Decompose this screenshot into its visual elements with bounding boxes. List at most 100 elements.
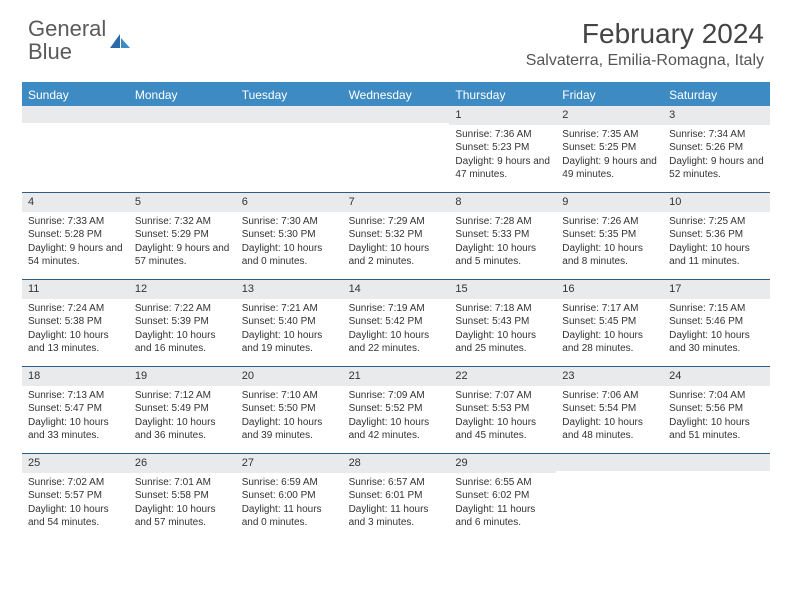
dow-thursday: Thursday: [449, 84, 556, 106]
day-cell: 12Sunrise: 7:22 AMSunset: 5:39 PMDayligh…: [129, 280, 236, 366]
daylight-line: Daylight: 9 hours and 49 minutes.: [562, 155, 657, 182]
daylight-line: Daylight: 10 hours and 8 minutes.: [562, 242, 657, 269]
sunrise-line: Sunrise: 7:33 AM: [28, 215, 123, 229]
day-cell: 6Sunrise: 7:30 AMSunset: 5:30 PMDaylight…: [236, 193, 343, 279]
day-cell: 27Sunrise: 6:59 AMSunset: 6:00 PMDayligh…: [236, 454, 343, 540]
sunset-line: Sunset: 6:01 PM: [349, 489, 444, 503]
sunrise-line: Sunrise: 7:09 AM: [349, 389, 444, 403]
day-body: Sunrise: 7:33 AMSunset: 5:28 PMDaylight:…: [22, 212, 129, 273]
sunrise-line: Sunrise: 7:01 AM: [135, 476, 230, 490]
day-body: Sunrise: 7:25 AMSunset: 5:36 PMDaylight:…: [663, 212, 770, 273]
sunset-line: Sunset: 5:52 PM: [349, 402, 444, 416]
day-cell: 13Sunrise: 7:21 AMSunset: 5:40 PMDayligh…: [236, 280, 343, 366]
sunset-line: Sunset: 5:29 PM: [135, 228, 230, 242]
day-number: 18: [22, 367, 129, 386]
day-of-week-header: Sunday Monday Tuesday Wednesday Thursday…: [22, 84, 770, 106]
sunset-line: Sunset: 5:39 PM: [135, 315, 230, 329]
daylight-line: Daylight: 10 hours and 11 minutes.: [669, 242, 764, 269]
day-number: 27: [236, 454, 343, 473]
dow-sunday: Sunday: [22, 84, 129, 106]
brand-word1: General: [28, 16, 106, 41]
day-body: Sunrise: 7:35 AMSunset: 5:25 PMDaylight:…: [556, 125, 663, 186]
day-cell: 23Sunrise: 7:06 AMSunset: 5:54 PMDayligh…: [556, 367, 663, 453]
daylight-line: Daylight: 10 hours and 45 minutes.: [455, 416, 550, 443]
weeks-container: 1Sunrise: 7:36 AMSunset: 5:23 PMDaylight…: [22, 106, 770, 540]
day-number: [129, 106, 236, 123]
day-number: [236, 106, 343, 123]
day-body: Sunrise: 7:01 AMSunset: 5:58 PMDaylight:…: [129, 473, 236, 534]
day-body: Sunrise: 7:17 AMSunset: 5:45 PMDaylight:…: [556, 299, 663, 360]
day-body: [343, 123, 450, 183]
daylight-line: Daylight: 10 hours and 30 minutes.: [669, 329, 764, 356]
daylight-line: Daylight: 10 hours and 2 minutes.: [349, 242, 444, 269]
day-cell: 24Sunrise: 7:04 AMSunset: 5:56 PMDayligh…: [663, 367, 770, 453]
day-body: Sunrise: 7:29 AMSunset: 5:32 PMDaylight:…: [343, 212, 450, 273]
day-body: [129, 123, 236, 183]
daylight-line: Daylight: 10 hours and 51 minutes.: [669, 416, 764, 443]
day-cell: 22Sunrise: 7:07 AMSunset: 5:53 PMDayligh…: [449, 367, 556, 453]
sunset-line: Sunset: 5:40 PM: [242, 315, 337, 329]
day-number: 12: [129, 280, 236, 299]
day-number: 20: [236, 367, 343, 386]
sunset-line: Sunset: 5:36 PM: [669, 228, 764, 242]
day-cell: 18Sunrise: 7:13 AMSunset: 5:47 PMDayligh…: [22, 367, 129, 453]
sunrise-line: Sunrise: 7:25 AM: [669, 215, 764, 229]
day-cell: 10Sunrise: 7:25 AMSunset: 5:36 PMDayligh…: [663, 193, 770, 279]
day-number: 26: [129, 454, 236, 473]
day-cell: 15Sunrise: 7:18 AMSunset: 5:43 PMDayligh…: [449, 280, 556, 366]
sunset-line: Sunset: 5:45 PM: [562, 315, 657, 329]
day-cell: 16Sunrise: 7:17 AMSunset: 5:45 PMDayligh…: [556, 280, 663, 366]
day-cell: 4Sunrise: 7:33 AMSunset: 5:28 PMDaylight…: [22, 193, 129, 279]
day-body: Sunrise: 7:24 AMSunset: 5:38 PMDaylight:…: [22, 299, 129, 360]
day-number: 7: [343, 193, 450, 212]
daylight-line: Daylight: 11 hours and 6 minutes.: [455, 503, 550, 530]
daylight-line: Daylight: 10 hours and 25 minutes.: [455, 329, 550, 356]
day-body: Sunrise: 7:07 AMSunset: 5:53 PMDaylight:…: [449, 386, 556, 447]
day-body: Sunrise: 7:30 AMSunset: 5:30 PMDaylight:…: [236, 212, 343, 273]
sunrise-line: Sunrise: 7:07 AM: [455, 389, 550, 403]
brand-text: General Blue: [28, 18, 106, 64]
sunset-line: Sunset: 5:47 PM: [28, 402, 123, 416]
sunrise-line: Sunrise: 7:06 AM: [562, 389, 657, 403]
day-body: Sunrise: 6:57 AMSunset: 6:01 PMDaylight:…: [343, 473, 450, 534]
header: General Blue February 2024 Salvaterra, E…: [0, 0, 792, 74]
sunset-line: Sunset: 5:42 PM: [349, 315, 444, 329]
sunrise-line: Sunrise: 7:30 AM: [242, 215, 337, 229]
day-body: Sunrise: 7:12 AMSunset: 5:49 PMDaylight:…: [129, 386, 236, 447]
day-cell: 2Sunrise: 7:35 AMSunset: 5:25 PMDaylight…: [556, 106, 663, 192]
sunrise-line: Sunrise: 7:18 AM: [455, 302, 550, 316]
title-block: February 2024 Salvaterra, Emilia-Romagna…: [526, 18, 764, 70]
daylight-line: Daylight: 10 hours and 19 minutes.: [242, 329, 337, 356]
day-number: 5: [129, 193, 236, 212]
sunset-line: Sunset: 5:38 PM: [28, 315, 123, 329]
day-number: 24: [663, 367, 770, 386]
sunset-line: Sunset: 5:25 PM: [562, 141, 657, 155]
day-number: [22, 106, 129, 123]
day-cell: 29Sunrise: 6:55 AMSunset: 6:02 PMDayligh…: [449, 454, 556, 540]
sunset-line: Sunset: 5:43 PM: [455, 315, 550, 329]
daylight-line: Daylight: 11 hours and 3 minutes.: [349, 503, 444, 530]
day-body: Sunrise: 7:22 AMSunset: 5:39 PMDaylight:…: [129, 299, 236, 360]
day-cell: [236, 106, 343, 192]
day-cell: 5Sunrise: 7:32 AMSunset: 5:29 PMDaylight…: [129, 193, 236, 279]
day-cell: 20Sunrise: 7:10 AMSunset: 5:50 PMDayligh…: [236, 367, 343, 453]
day-number: 22: [449, 367, 556, 386]
day-number: 17: [663, 280, 770, 299]
day-number: 29: [449, 454, 556, 473]
day-body: Sunrise: 7:21 AMSunset: 5:40 PMDaylight:…: [236, 299, 343, 360]
day-cell: 7Sunrise: 7:29 AMSunset: 5:32 PMDaylight…: [343, 193, 450, 279]
dow-tuesday: Tuesday: [236, 84, 343, 106]
sunset-line: Sunset: 5:49 PM: [135, 402, 230, 416]
day-cell: 3Sunrise: 7:34 AMSunset: 5:26 PMDaylight…: [663, 106, 770, 192]
sunrise-line: Sunrise: 6:57 AM: [349, 476, 444, 490]
daylight-line: Daylight: 10 hours and 22 minutes.: [349, 329, 444, 356]
day-number: 6: [236, 193, 343, 212]
month-title: February 2024: [526, 18, 764, 50]
sunrise-line: Sunrise: 7:04 AM: [669, 389, 764, 403]
sunrise-line: Sunrise: 7:21 AM: [242, 302, 337, 316]
day-body: Sunrise: 7:02 AMSunset: 5:57 PMDaylight:…: [22, 473, 129, 534]
sunrise-line: Sunrise: 7:22 AM: [135, 302, 230, 316]
day-number: 16: [556, 280, 663, 299]
day-body: [663, 471, 770, 531]
sunrise-line: Sunrise: 7:26 AM: [562, 215, 657, 229]
